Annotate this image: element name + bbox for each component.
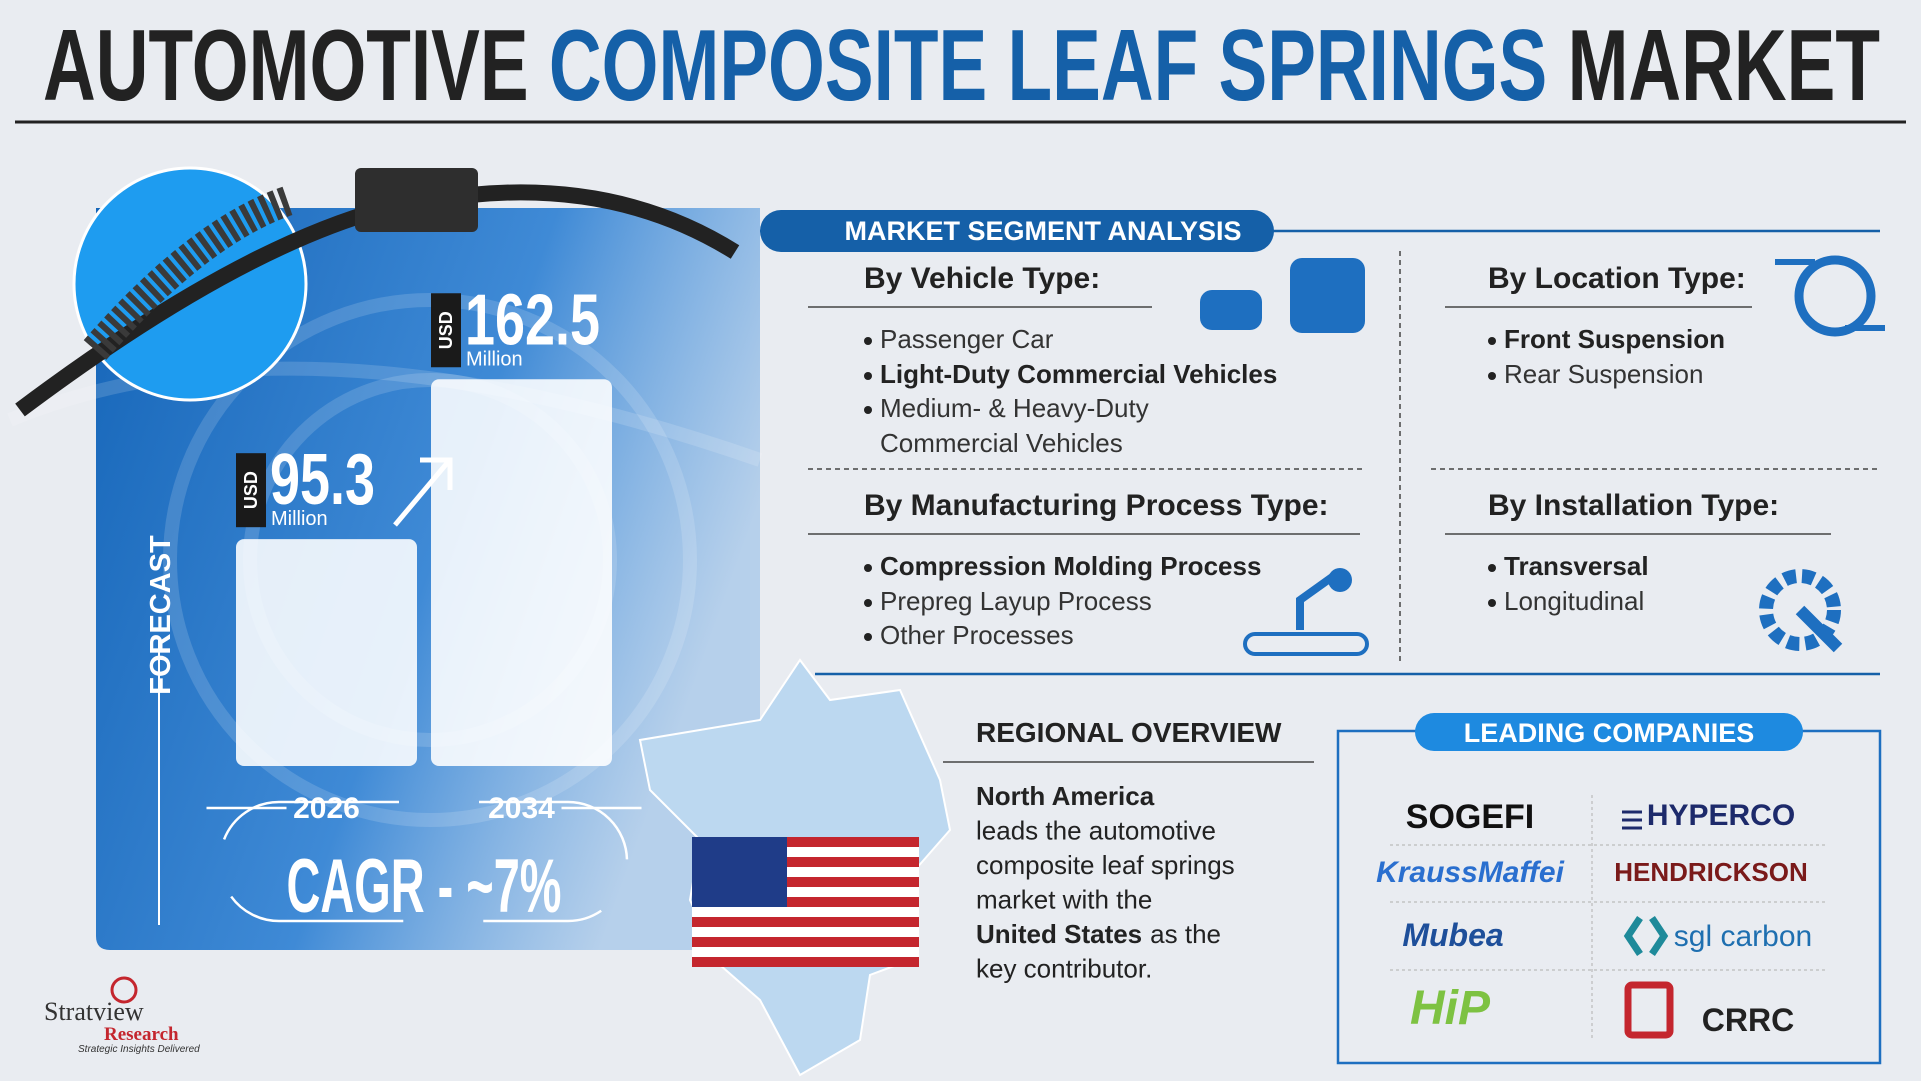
flag-stripe xyxy=(692,887,919,897)
flag-stripe xyxy=(692,847,919,857)
regional-line: market with the xyxy=(976,885,1152,915)
flag-stripe xyxy=(692,877,919,887)
company: HiP xyxy=(1410,982,1491,1035)
segment-item: Compression Molding Process xyxy=(864,549,1329,584)
title: AUTOMOTIVE COMPOSITE LEAF SPRINGS MARKET xyxy=(43,10,1880,122)
flag-stripe xyxy=(692,897,919,907)
brand-sub: Research xyxy=(104,1024,179,1045)
flag-stripe xyxy=(692,937,919,947)
segment-item: Passenger Car xyxy=(864,322,1277,357)
company: KraussMaffei xyxy=(1376,856,1565,889)
companies-title: LEADING COMPANIES xyxy=(1464,718,1755,748)
currency-box xyxy=(236,453,266,528)
year: 2034 xyxy=(488,792,555,825)
currency: USD xyxy=(241,471,261,509)
regional-line: United States as the xyxy=(976,919,1221,949)
regional-text: leads the automotive xyxy=(976,816,1216,846)
bar xyxy=(236,539,417,766)
spring-clamp xyxy=(355,168,478,232)
us-flag xyxy=(692,837,919,967)
flag-stripe xyxy=(692,907,919,917)
segment-heading: By Vehicle Type: xyxy=(864,262,1101,295)
flag-stripe xyxy=(692,917,919,927)
segment-group: By Location Type: Front Suspension Rear Su… xyxy=(1488,262,1746,391)
sgl-mark xyxy=(1623,916,1669,956)
flag-stripe xyxy=(692,867,919,877)
company: CRRC xyxy=(1702,1002,1794,1038)
regional-text: United States xyxy=(976,919,1142,949)
brand-tagline: Strategic Insights Delivered xyxy=(78,1044,200,1055)
companies-grid xyxy=(1390,795,1825,1040)
segment-item: Transversal xyxy=(1488,549,1779,584)
regional-line: key contributor. xyxy=(976,954,1152,984)
year: 2026 xyxy=(293,792,360,825)
segment-title: MARKET SEGMENT ANALYSIS xyxy=(844,216,1241,246)
title-part: AUTOMOTIVE xyxy=(43,10,529,122)
segment-group: By Manufacturing Process Type: Compressio… xyxy=(864,489,1329,653)
hyperco-mark xyxy=(1622,810,1642,830)
regional-line: composite leaf springs xyxy=(976,850,1235,880)
regional-line: leads the automotive xyxy=(976,816,1216,846)
segment-heading: By Location Type: xyxy=(1488,262,1746,295)
crrc-mark xyxy=(1624,981,1674,1039)
segment-group: By Vehicle Type: Passenger Car Light-Duty … xyxy=(864,262,1277,460)
segment-list: Compression Molding Process Prepreg Layup… xyxy=(864,549,1329,653)
flag-stripe xyxy=(692,837,919,847)
segment-item: Light-Duty Commercial Vehicles xyxy=(864,357,1277,392)
regional-text: composite leaf springs xyxy=(976,850,1235,880)
segment-icons xyxy=(1200,255,1885,656)
flag-stripe xyxy=(692,947,919,957)
bar xyxy=(431,379,612,766)
regional-text: as the xyxy=(1150,919,1221,949)
flag-stripe xyxy=(692,857,919,867)
value: 162.5 xyxy=(465,280,600,360)
company: SOGEFI xyxy=(1406,798,1534,836)
currency: USD xyxy=(436,311,456,349)
company: HENDRICKSON xyxy=(1614,857,1808,887)
company: HYPERCO xyxy=(1647,799,1795,832)
regional-title: REGIONAL OVERVIEW xyxy=(976,717,1282,748)
segment-list: Front Suspension Rear Suspension xyxy=(1488,322,1746,391)
value: 95.3 xyxy=(270,440,375,520)
title-part: COMPOSITE LEAF SPRINGS xyxy=(549,10,1547,122)
company: Mubea xyxy=(1402,917,1503,953)
segment-pill xyxy=(760,210,1274,252)
segment-item: Rear Suspension xyxy=(1488,357,1746,392)
flag-stripe xyxy=(692,927,919,937)
regional-text: key contributor. xyxy=(976,954,1152,984)
flag-canton xyxy=(692,837,787,907)
unit: Million xyxy=(466,348,523,370)
segment-group: By Installation Type: Transversal Longitud… xyxy=(1488,489,1779,618)
unit: Million xyxy=(271,508,328,530)
segment-item: Other Processes xyxy=(864,618,1329,653)
segment-dividers xyxy=(808,251,1880,661)
forecast-label: FORECAST xyxy=(145,535,177,695)
regional-text: North America xyxy=(976,781,1155,811)
segment-list: Passenger Car Light-Duty Commercial Vehic… xyxy=(864,322,1277,460)
segment-heading: By Manufacturing Process Type: xyxy=(864,489,1329,522)
segment-item: Longitudinal xyxy=(1488,584,1779,619)
companies-pill xyxy=(1415,713,1803,751)
spring-weave xyxy=(83,185,295,360)
regional-line: North America xyxy=(976,781,1155,811)
flag-stripe xyxy=(692,957,919,967)
regional-text: market with the xyxy=(976,885,1152,915)
segment-item: Medium- & Heavy-Duty Commercial Vehicles xyxy=(864,391,1210,460)
title-part: MARKET xyxy=(1568,10,1880,122)
brand-icon xyxy=(110,976,138,1004)
segment-item: Front Suspension xyxy=(1488,322,1746,357)
currency-box xyxy=(431,293,461,368)
segment-item: Prepreg Layup Process xyxy=(864,584,1329,619)
segment-heading: By Installation Type: xyxy=(1488,489,1780,522)
spring-zoom xyxy=(72,166,308,402)
segment-list: Transversal Longitudinal xyxy=(1488,549,1779,618)
cagr: CAGR - ~7% xyxy=(287,844,562,929)
company: sgl carbon xyxy=(1674,920,1812,953)
